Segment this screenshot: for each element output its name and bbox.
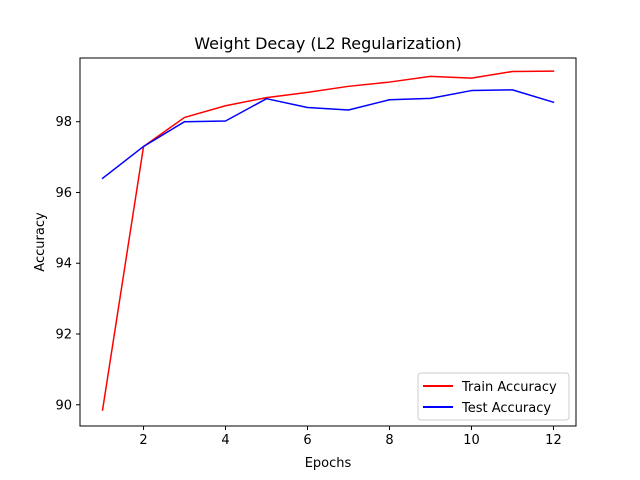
series-line-0: [101, 70, 555, 411]
x-tick-label: 2: [139, 433, 147, 448]
y-tick-label: 96: [55, 186, 72, 201]
legend-label-test: Test Accuracy: [461, 401, 551, 416]
plot-area-frame: [79, 57, 577, 427]
legend-box: [417, 372, 570, 421]
y-tick-label: 92: [55, 328, 72, 343]
x-tick-label: 6: [303, 433, 311, 448]
x-tick-label: 12: [545, 433, 562, 448]
x-tick-label: 8: [385, 433, 393, 448]
legend-label-train: Train Accuracy: [461, 380, 557, 395]
legend: Train Accuracy Test Accuracy: [417, 372, 570, 421]
chart-title: Weight Decay (L2 Regularization): [194, 34, 461, 53]
x-tick-label: 4: [221, 433, 229, 448]
series-layer: [101, 70, 555, 411]
y-axis-label: Accuracy: [33, 212, 48, 272]
x-axis: 2 4 6 8 10 12: [139, 426, 562, 448]
y-tick-label: 90: [55, 398, 72, 413]
y-tick-label: 98: [55, 115, 72, 130]
series-line-1: [101, 89, 555, 180]
y-axis: 90 92 94 96 98: [55, 115, 80, 413]
x-tick-label: 10: [463, 433, 480, 448]
y-tick-label: 94: [55, 257, 72, 272]
x-axis-label: Epochs: [305, 456, 352, 471]
